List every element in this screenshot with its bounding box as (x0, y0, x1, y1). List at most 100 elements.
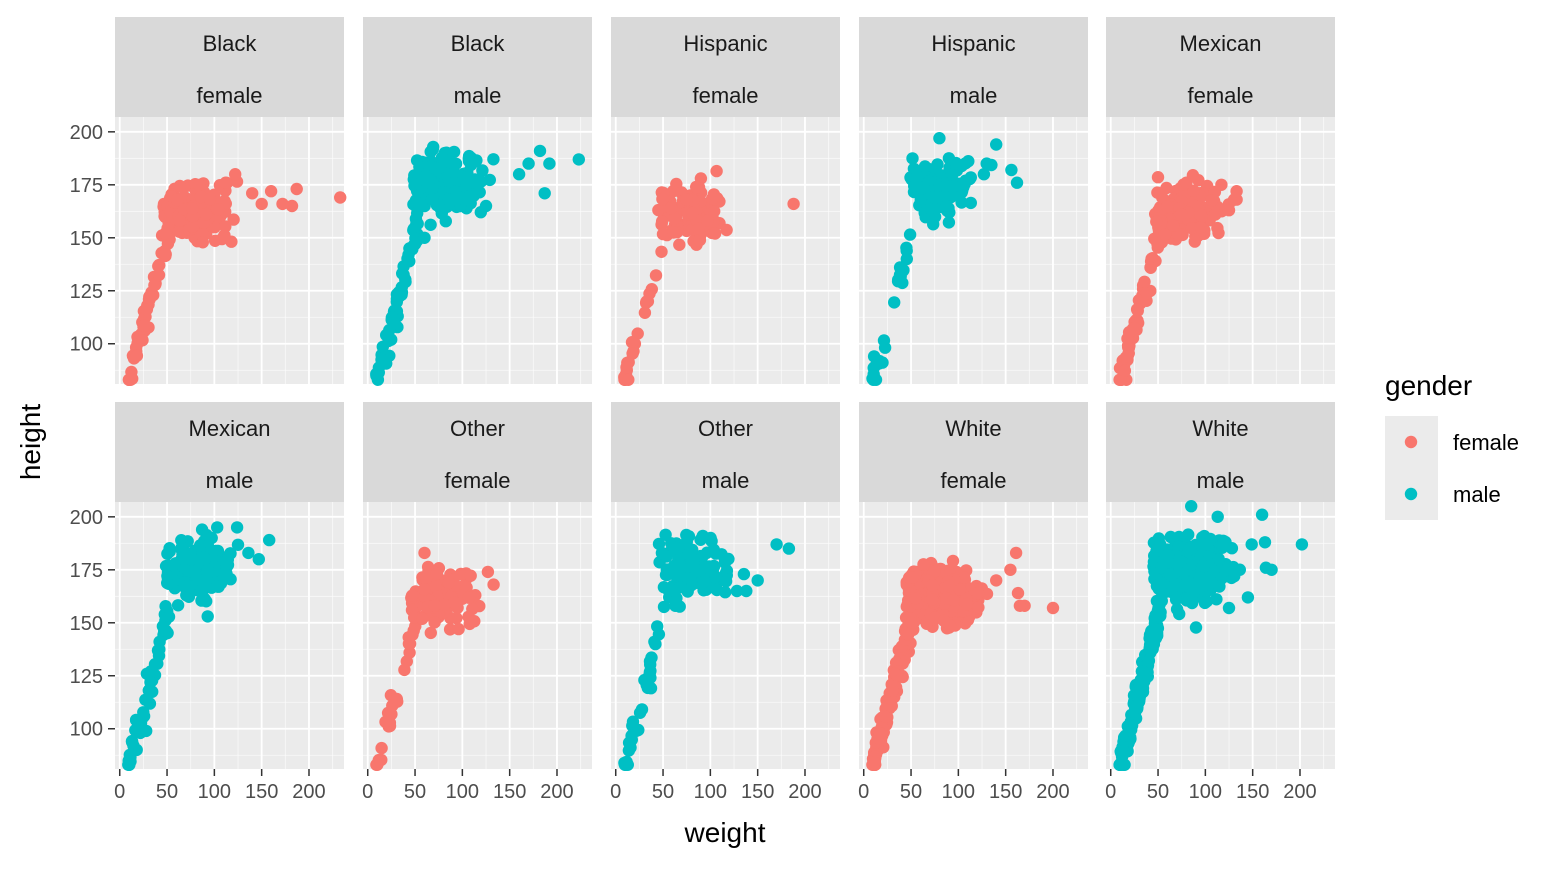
data-point (651, 620, 664, 633)
data-point (572, 153, 585, 166)
data-point (219, 176, 232, 189)
data-point (673, 238, 686, 251)
data-point (1129, 702, 1142, 715)
data-point (1137, 665, 1150, 679)
data-point (1144, 630, 1158, 643)
data-point (487, 153, 500, 166)
data-point (152, 258, 166, 272)
data-point (626, 715, 640, 728)
data-point (426, 193, 439, 206)
data-point (159, 600, 172, 613)
facet-label-gender: male (206, 468, 254, 493)
data-point (146, 685, 159, 698)
data-point (957, 571, 971, 584)
data-point (643, 655, 657, 668)
data-point (438, 598, 451, 612)
data-point (148, 658, 162, 671)
data-point (185, 553, 198, 566)
facet-strip-gender (611, 67, 840, 117)
data-points-black-female (122, 168, 347, 386)
data-point (375, 741, 388, 755)
data-point (371, 758, 384, 771)
data-point (1157, 577, 1170, 590)
data-point (193, 178, 206, 192)
data-points-hispanic-female (618, 164, 800, 386)
data-point (903, 228, 917, 241)
x-tick-label: 100 (694, 781, 727, 803)
data-point (918, 160, 932, 173)
data-point (710, 164, 723, 178)
data-point (893, 261, 907, 274)
y-tick-label: 150 (70, 613, 103, 635)
data-point (466, 602, 479, 616)
data-point (690, 180, 703, 194)
facet-strip-race (1106, 17, 1335, 67)
x-tick-label: 50 (900, 781, 922, 803)
data-point (980, 157, 993, 170)
data-point (933, 132, 946, 145)
data-point (429, 580, 443, 593)
data-point (193, 539, 207, 552)
facet-strip-race (115, 402, 344, 452)
data-point (210, 580, 224, 593)
legend-label-female: female (1453, 430, 1519, 455)
data-point (200, 595, 213, 608)
data-point (870, 358, 883, 371)
data-point (1162, 549, 1175, 562)
data-points-black-male (370, 140, 585, 386)
facet-label-gender: female (940, 468, 1006, 493)
data-point (1245, 538, 1258, 551)
data-point (751, 574, 764, 587)
data-point (124, 373, 137, 386)
x-tick-label: 150 (493, 781, 526, 803)
data-point (1158, 228, 1172, 241)
facet-strip-race (363, 17, 592, 67)
x-tick-label: 50 (652, 781, 674, 803)
data-point (928, 565, 941, 578)
data-point (399, 275, 412, 289)
data-point (667, 226, 680, 239)
data-point (230, 521, 244, 534)
data-point (1121, 350, 1134, 363)
x-tick-label: 200 (788, 781, 821, 803)
panel-background (611, 117, 840, 384)
data-point (403, 646, 416, 659)
data-point (452, 622, 465, 636)
data-point (387, 314, 400, 327)
data-point (225, 235, 238, 248)
x-tick-label: 100 (446, 781, 479, 803)
data-point (1151, 171, 1165, 184)
facet-label-gender: female (692, 83, 758, 108)
data-point (673, 581, 687, 594)
data-point (709, 570, 722, 583)
data-point (1295, 538, 1309, 551)
data-point (635, 703, 649, 716)
data-point (376, 340, 389, 353)
data-point (1200, 595, 1214, 608)
data-point (1241, 591, 1255, 604)
y-tick-label: 125 (70, 281, 103, 303)
data-point (448, 596, 461, 609)
data-point (1154, 538, 1167, 551)
data-point (171, 599, 185, 612)
data-point (673, 557, 686, 571)
x-tick-label: 200 (292, 781, 325, 803)
data-points-mexican-female (1113, 169, 1243, 386)
data-point (1156, 587, 1170, 600)
x-tick-label: 150 (989, 781, 1022, 803)
data-point (680, 193, 693, 206)
data-point (442, 576, 455, 589)
data-point (221, 553, 234, 566)
data-point (692, 222, 705, 235)
data-point (1228, 570, 1241, 583)
data-point (1227, 560, 1240, 574)
data-point (1217, 534, 1230, 547)
y-tick-label: 200 (70, 507, 103, 529)
data-point (1259, 561, 1273, 574)
data-point (917, 558, 930, 571)
panel-background (115, 502, 344, 769)
x-tick-label: 0 (1105, 781, 1116, 803)
data-point (697, 584, 710, 597)
data-point (1164, 568, 1177, 582)
data-point (380, 328, 393, 342)
